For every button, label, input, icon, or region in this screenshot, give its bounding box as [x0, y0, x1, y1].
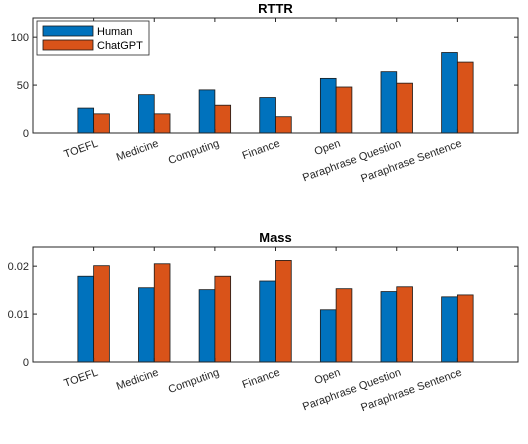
x-tick-label: Open [313, 138, 342, 158]
bar-human-open [319, 77, 337, 134]
y-axis: 0 50 100 [11, 32, 518, 140]
bar-chatgpt-finance [275, 260, 292, 363]
bar-chatgpt-medicine [153, 113, 171, 134]
y-tick-label: 0.01 [8, 309, 29, 321]
legend-swatch-human [42, 25, 94, 37]
x-tick-label: TOEFL [62, 367, 99, 390]
y-tick-label: 0 [23, 128, 29, 140]
bar-chatgpt-paraphrase-question [396, 82, 413, 134]
bar-human-finance [259, 280, 276, 363]
bar-human-paraphrase-sentence [441, 296, 458, 363]
bar-human-medicine [138, 94, 155, 134]
bar-human-paraphrase-sentence [441, 52, 458, 134]
bars [77, 260, 474, 363]
bar-human-paraphrase-question [380, 71, 398, 134]
chart-rttr: RTTR 0 50 100 TOEFL Medicine Computing Financ… [11, 1, 519, 186]
bar-chatgpt-finance [275, 116, 292, 134]
bar-human-toefl [77, 107, 95, 134]
bars [77, 52, 474, 134]
bar-human-computing [198, 89, 216, 134]
x-tick-label: Finance [241, 138, 282, 163]
x-tick-label: TOEFL [62, 138, 99, 161]
y-tick-label: 100 [11, 32, 29, 44]
bar-chatgpt-open [335, 288, 353, 363]
bar-chatgpt-computing [214, 104, 232, 134]
x-tick-label: Computing [167, 367, 221, 396]
x-tick-label: Open [313, 367, 342, 387]
bar-human-medicine [138, 287, 155, 363]
legend-label-human: Human [97, 26, 132, 38]
x-tick-label: Computing [167, 138, 221, 167]
legend: Human ChatGPT [36, 20, 150, 56]
chart-mass: Mass 0 0.01 0.02 TOEFL Medicine Computing Fin… [8, 230, 519, 415]
bar-chatgpt-medicine [153, 263, 171, 363]
bar-human-computing [198, 289, 216, 363]
bar-chatgpt-paraphrase-question [396, 286, 413, 363]
chart-title: Mass [259, 230, 292, 245]
bar-human-paraphrase-question [380, 291, 398, 363]
legend-swatch-chatgpt [42, 39, 94, 51]
x-tick-label: Medicine [115, 138, 160, 164]
legend-label-chatgpt: ChatGPT [97, 40, 143, 52]
bar-chatgpt-computing [214, 275, 232, 363]
bar-chatgpt-paraphrase-sentence [456, 61, 474, 134]
bar-human-finance [259, 97, 276, 134]
bar-chatgpt-paraphrase-sentence [456, 294, 474, 363]
bar-human-toefl [77, 275, 95, 363]
x-tick-label: Paraphrase Sentence [359, 138, 463, 186]
y-tick-label: 50 [17, 80, 29, 92]
bar-chatgpt-toefl [93, 265, 110, 363]
y-axis: 0 0.01 0.02 [8, 261, 518, 369]
bar-chatgpt-toefl [93, 113, 110, 134]
y-tick-label: 0.02 [8, 261, 29, 273]
chart-title: RTTR [258, 1, 293, 16]
bar-chatgpt-open [335, 86, 353, 134]
y-tick-label: 0 [23, 357, 29, 369]
x-tick-label: Paraphrase Sentence [359, 367, 463, 415]
x-tick-label: Finance [241, 367, 282, 392]
bar-human-open [319, 309, 337, 363]
x-tick-label: Medicine [115, 367, 160, 393]
